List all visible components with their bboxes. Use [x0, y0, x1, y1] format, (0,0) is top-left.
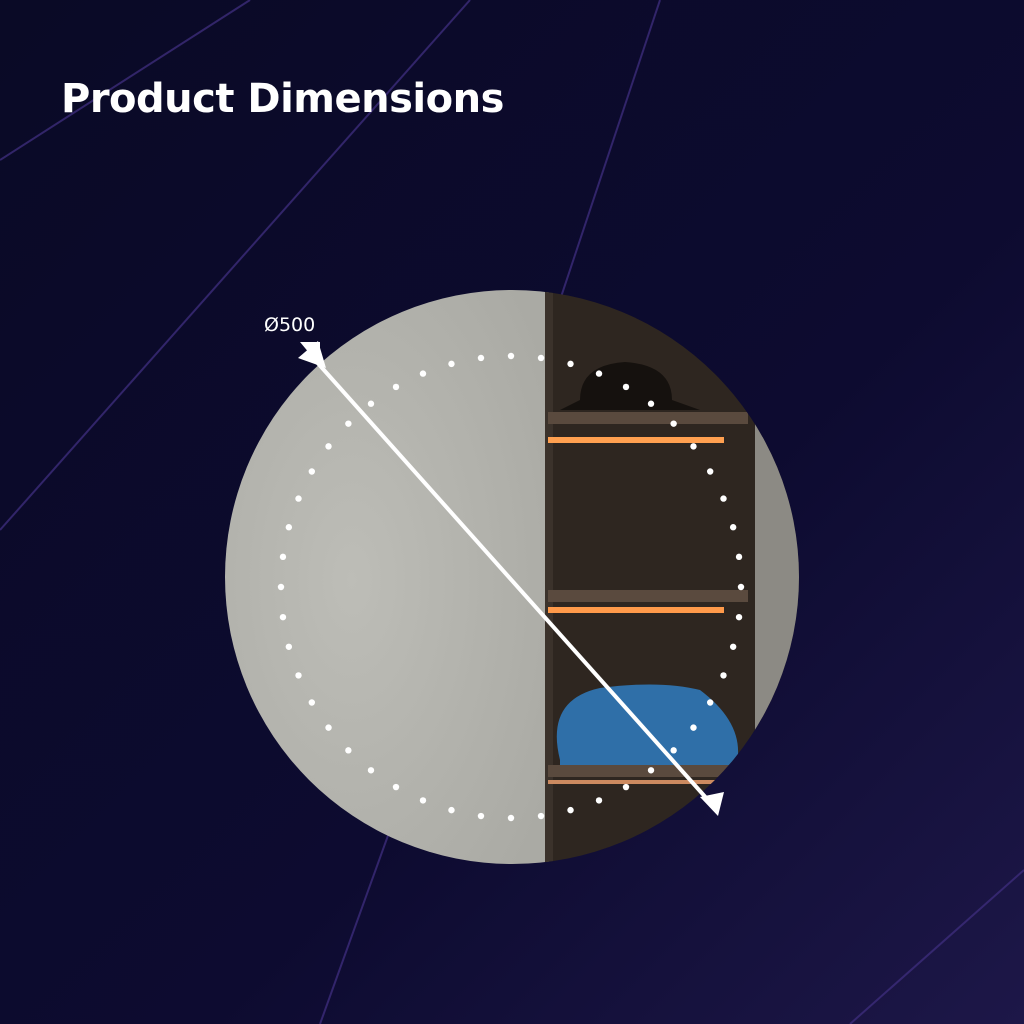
led-dot — [345, 420, 352, 427]
led-dot — [477, 812, 485, 820]
led-dot — [345, 747, 352, 754]
hat — [560, 362, 700, 410]
led-dot — [285, 524, 293, 531]
led-dot — [295, 495, 302, 502]
led-dot — [647, 767, 655, 774]
led-dot — [729, 524, 737, 531]
led-dot — [325, 443, 332, 450]
led-dot — [367, 400, 375, 407]
led-dot — [392, 383, 400, 391]
led-dots — [277, 352, 745, 822]
led-dot — [507, 352, 515, 360]
led-dot — [448, 360, 455, 368]
led-dot — [670, 747, 677, 754]
led-dot — [595, 370, 603, 377]
led-dot — [735, 613, 743, 621]
led-dot — [279, 553, 287, 561]
led-dot — [392, 783, 400, 791]
led-dot — [737, 583, 745, 591]
led-dot — [277, 583, 285, 591]
led-dot — [308, 699, 316, 706]
led-dot — [690, 724, 697, 731]
led-dot — [647, 400, 655, 407]
led-dot — [507, 814, 515, 822]
led-dot — [537, 812, 545, 820]
led-dot — [595, 797, 603, 804]
led-dot — [690, 443, 697, 450]
led-dot — [567, 806, 574, 814]
led-dot — [706, 699, 714, 706]
led-dot — [308, 468, 316, 475]
bag — [556, 684, 739, 765]
led-dot — [720, 672, 727, 679]
led-dot — [670, 420, 677, 427]
led-dot — [567, 360, 574, 368]
led-dot — [279, 613, 287, 621]
led-dot — [720, 495, 727, 502]
page-title: Product Dimensions — [61, 76, 504, 122]
led-dot — [367, 767, 375, 774]
diameter-arrow-icon — [298, 341, 724, 816]
led-dot — [477, 354, 485, 362]
led-dot — [622, 383, 630, 391]
diameter-label: Ø500 — [264, 314, 316, 336]
led-dot — [537, 354, 545, 362]
led-dot — [285, 643, 293, 650]
led-dot — [729, 643, 737, 650]
led-dot — [295, 672, 302, 679]
led-dot — [325, 724, 332, 731]
led-dot — [419, 370, 427, 377]
led-dot — [622, 783, 630, 791]
led-dot — [735, 553, 743, 561]
led-dot — [419, 797, 427, 804]
led-dot — [706, 468, 714, 475]
led-dot — [448, 806, 455, 814]
